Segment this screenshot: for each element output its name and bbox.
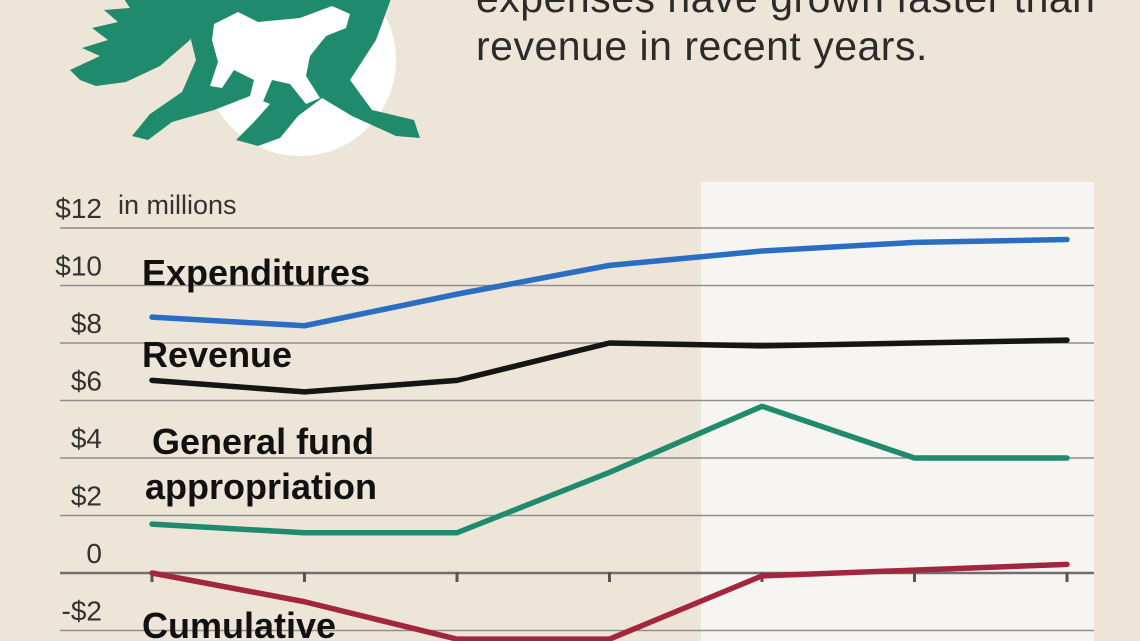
series-label: Cumulative — [142, 605, 336, 641]
y-tick-label: $12 — [55, 193, 102, 224]
y-tick-label: $4 — [71, 423, 102, 454]
y-tick-label: 0 — [86, 538, 102, 569]
y-tick-label: $10 — [55, 251, 102, 282]
headline-line-1: expenses have grown faster than — [476, 0, 1116, 22]
series-label: appropriation — [145, 466, 377, 507]
horse-mane-icon — [70, 0, 200, 86]
series-lines — [149, 236, 1070, 641]
y-tick-label: $8 — [71, 308, 102, 339]
y-tick-label: -$2 — [62, 596, 102, 627]
series-line-expenditures — [149, 236, 1070, 329]
series-line-revenue — [149, 337, 1070, 395]
horse-logo-icon — [70, 0, 420, 156]
series-line-cumulative — [149, 561, 1070, 641]
series-label: Revenue — [142, 334, 292, 375]
series-label: Expenditures — [142, 252, 370, 293]
series-line-general-fund-appropriation — [149, 403, 1070, 536]
y-tick-label: $2 — [71, 481, 102, 512]
y-tick-label: $6 — [71, 366, 102, 397]
chart-headline: expenses have grown faster than revenue … — [476, 0, 1116, 70]
foal-icon — [210, 6, 350, 104]
series-label: General fund — [152, 421, 374, 462]
series-labels: Expenditures Revenue General fundappropria… — [142, 252, 377, 641]
y-axis-tick-labels: $12 $10 $8 $6 $4 $2 0 -$2 — [55, 193, 102, 627]
unit-note: in millions — [118, 190, 237, 220]
headline-line-2: revenue in recent years. — [476, 23, 928, 69]
